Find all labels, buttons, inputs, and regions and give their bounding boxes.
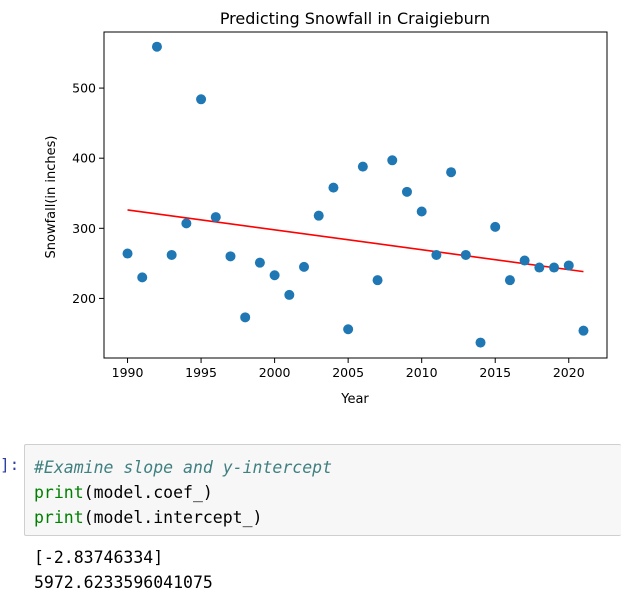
regression-line: [127, 209, 584, 273]
data-point: [181, 218, 192, 229]
data-point: [519, 255, 530, 266]
data-point: [549, 262, 560, 273]
cell-prompt: ]:: [0, 455, 20, 474]
data-point: [475, 337, 486, 348]
y-tick-label: 200: [72, 291, 96, 306]
data-point: [460, 249, 471, 260]
data-point: [578, 325, 589, 336]
code-line-comment: #Examine slope and y-intercept: [34, 458, 333, 477]
data-point: [401, 186, 412, 197]
x-tick-label: 2020: [553, 365, 585, 380]
snowfall-scatter-chart: Predicting Snowfall in Craigieburn 1990 1…: [44, 9, 608, 407]
data-point: [446, 167, 457, 178]
y-tick-label: 400: [72, 151, 96, 166]
x-tick-label: 1990: [112, 365, 144, 380]
data-point: [328, 182, 339, 193]
data-point: [387, 155, 398, 166]
data-point: [357, 161, 368, 172]
data-point: [343, 324, 354, 335]
data-point: [225, 251, 236, 262]
data-point: [269, 270, 280, 281]
output-line-coef: [-2.83746334]: [34, 548, 164, 567]
y-axis-label: Snowfall(in inches): [44, 136, 59, 259]
data-point: [151, 41, 162, 52]
data-point: [313, 210, 324, 221]
y-tick-label: 300: [72, 221, 96, 236]
data-point: [284, 289, 295, 300]
data-point: [196, 94, 207, 105]
cell-output: [-2.83746334] 5972.6233596041075: [34, 545, 213, 595]
data-point: [122, 248, 133, 259]
data-point: [416, 206, 427, 217]
code-cell[interactable]: #Examine slope and y-intercept print(mod…: [24, 444, 621, 536]
output-line-intercept: 5972.6233596041075: [34, 573, 213, 592]
data-point: [254, 257, 265, 268]
data-point: [490, 221, 501, 232]
data-point: [299, 261, 310, 272]
data-point: [166, 249, 177, 260]
data-point: [372, 275, 383, 286]
chart-title: Predicting Snowfall in Craigieburn: [220, 9, 490, 28]
x-tick-label: 1995: [185, 365, 217, 380]
data-point: [504, 275, 515, 286]
x-tick-label: 2015: [479, 365, 511, 380]
code-line-print-coef: print(model.coef_): [34, 483, 213, 502]
x-axis-label: Year: [340, 392, 369, 407]
data-point: [137, 272, 148, 283]
y-tick-label: 500: [72, 81, 96, 96]
data-point: [210, 212, 221, 223]
x-tick-label: 2005: [332, 365, 364, 380]
data-point: [431, 249, 442, 260]
plot-frame: [103, 31, 608, 359]
data-point: [240, 312, 251, 323]
code-line-print-intercept: print(model.intercept_): [34, 508, 263, 527]
x-tick-label: 2000: [259, 365, 291, 380]
x-tick-label: 2010: [406, 365, 438, 380]
data-point: [563, 260, 574, 271]
data-point: [534, 262, 545, 273]
